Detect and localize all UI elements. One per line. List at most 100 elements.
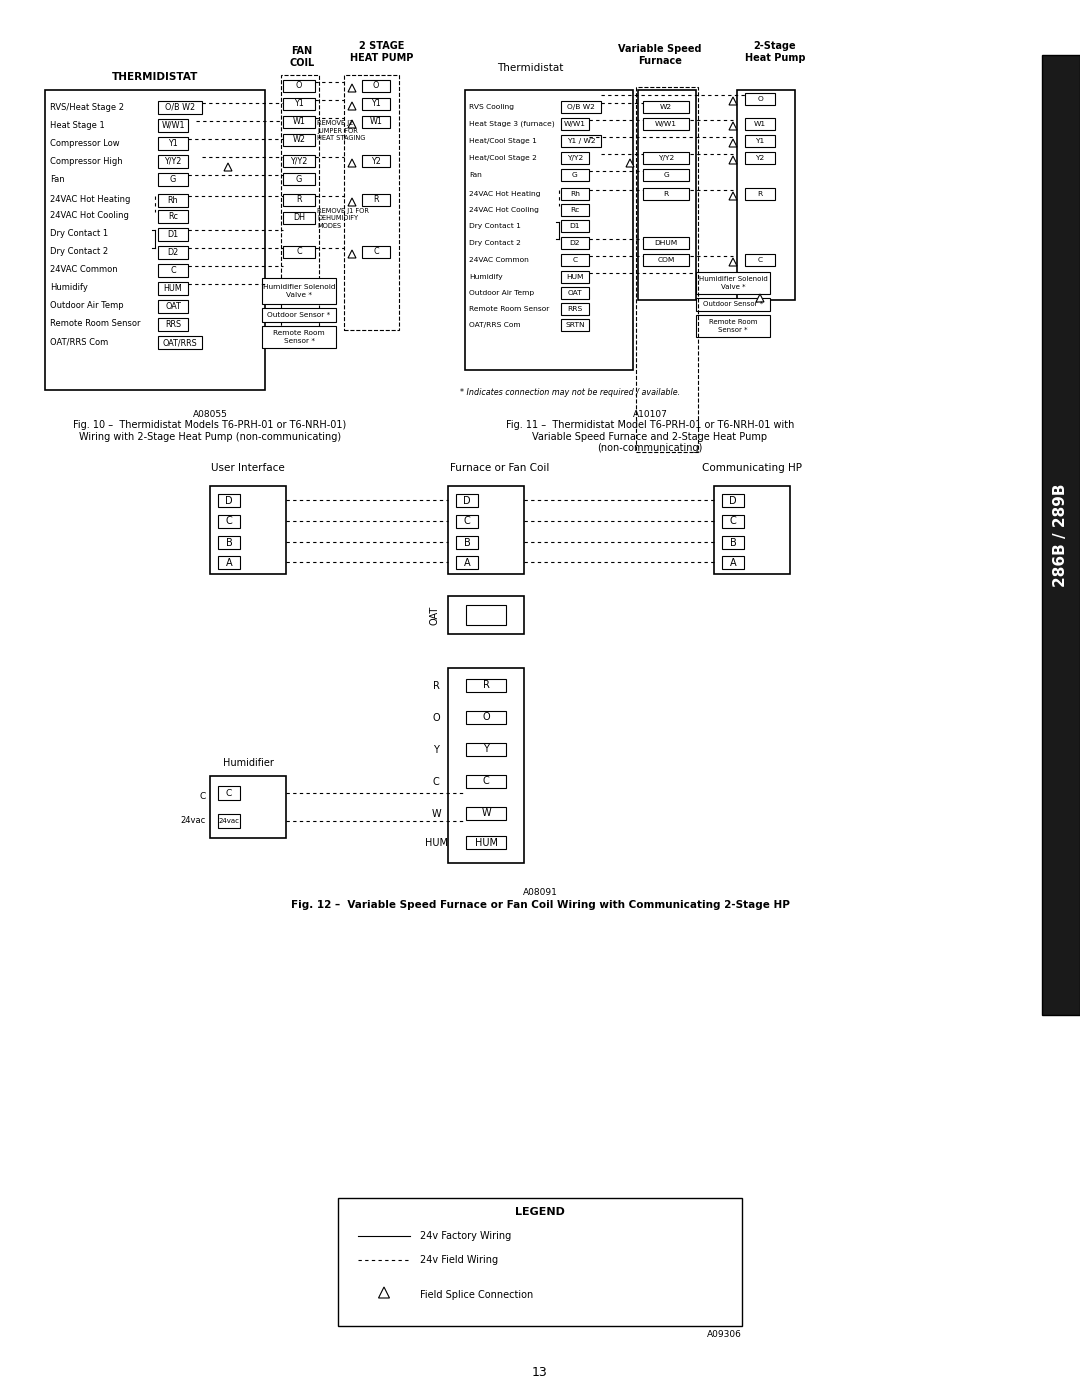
Bar [723,515,744,528]
Text: 24v Field Wiring: 24v Field Wiring [420,1255,498,1266]
Bar [561,254,589,265]
Polygon shape [756,293,764,302]
Bar [283,134,315,147]
Polygon shape [729,258,737,265]
Bar [465,711,507,724]
Bar [465,807,507,820]
Bar [638,89,696,300]
Bar [745,136,775,147]
Text: * Indicates connection may not be required / available.: * Indicates connection may not be requir… [460,388,680,397]
Bar [283,246,315,258]
Text: O: O [757,96,762,102]
Bar [210,775,286,838]
Polygon shape [626,159,634,168]
Text: Y/Y2: Y/Y2 [567,155,583,161]
Text: Y1: Y1 [755,138,765,144]
Bar [561,286,589,299]
Bar [362,246,390,258]
Bar [745,152,775,163]
Text: Outdoor Sensor *: Outdoor Sensor * [268,312,330,319]
Bar [465,775,507,788]
Bar [283,212,315,224]
Text: R: R [296,196,301,204]
Bar [561,136,600,147]
Text: R: R [433,680,440,692]
Bar [218,556,240,569]
Bar [158,119,188,131]
Bar [561,204,589,217]
Bar [636,87,698,453]
Text: 24vac: 24vac [218,819,240,824]
Bar [362,116,390,129]
Text: 24vac: 24vac [180,816,206,826]
Text: COM: COM [658,257,675,263]
Text: Y/Y2: Y/Y2 [658,155,674,161]
Text: Thermidistat: Thermidistat [497,63,563,73]
Text: O/B W2: O/B W2 [567,103,595,110]
Bar [158,264,188,277]
Text: B: B [226,538,232,548]
Polygon shape [348,102,356,110]
Text: Dry Contact 2: Dry Contact 2 [469,240,521,246]
Bar [158,300,188,313]
Text: Field Splice Connection: Field Splice Connection [420,1289,534,1301]
Text: Y1: Y1 [168,138,178,148]
Text: G: G [663,172,669,177]
Bar [45,89,265,390]
Text: G: G [572,172,578,177]
Bar [345,75,399,330]
Bar [158,101,202,115]
Bar [696,314,770,337]
Text: Heat/Cool Stage 1: Heat/Cool Stage 1 [469,138,537,144]
Bar [158,319,188,331]
Text: Dry Contact 1: Dry Contact 1 [469,224,521,229]
Bar [714,486,789,574]
Text: 24VAC Hot Heating: 24VAC Hot Heating [50,196,131,204]
Bar [561,319,589,331]
Text: 24VAC Common: 24VAC Common [469,257,529,263]
Text: HUM: HUM [424,838,447,848]
Text: OAT/RRS Com: OAT/RRS Com [469,321,521,328]
Bar [283,116,315,129]
Text: HUM: HUM [474,837,498,848]
Polygon shape [348,198,356,205]
Text: D: D [226,496,233,506]
Bar [362,155,390,168]
Text: Heat Stage 1: Heat Stage 1 [50,120,105,130]
Text: D: D [729,496,737,506]
Text: W1: W1 [293,117,306,127]
Polygon shape [729,138,737,147]
Text: Y2: Y2 [372,156,381,165]
Bar [465,89,633,370]
Text: Heat/Cool Stage 2: Heat/Cool Stage 2 [469,155,537,161]
Bar [643,254,689,265]
Text: REMOVE J1 FOR
DEHUMIDIFY
MODES: REMOVE J1 FOR DEHUMIDIFY MODES [318,208,369,229]
Text: W1: W1 [754,122,766,127]
Bar [338,1199,742,1326]
Text: THERMIDISTAT: THERMIDISTAT [112,73,199,82]
Text: W: W [431,809,441,819]
Text: Dry Contact 2: Dry Contact 2 [50,247,108,257]
Polygon shape [729,191,737,200]
Polygon shape [348,159,356,168]
Text: Remote Room Sensor: Remote Room Sensor [50,320,140,328]
Text: Y: Y [433,745,438,754]
Bar [643,152,689,163]
Text: W2: W2 [293,136,306,144]
Bar [262,307,336,321]
Text: G: G [170,175,176,184]
Bar [723,495,744,507]
Text: Y1: Y1 [294,99,303,109]
Text: RRS: RRS [567,306,582,312]
Text: 24v Factory Wiring: 24v Factory Wiring [420,1231,511,1241]
Text: A: A [463,557,470,567]
Text: W: W [482,809,490,819]
Text: HUM: HUM [566,274,584,279]
Text: Variable Speed
Furnace: Variable Speed Furnace [618,45,702,66]
Bar [448,668,524,863]
Bar [158,282,188,295]
Bar [643,117,689,130]
Bar [561,152,589,163]
Polygon shape [378,1287,390,1298]
Polygon shape [348,84,356,92]
